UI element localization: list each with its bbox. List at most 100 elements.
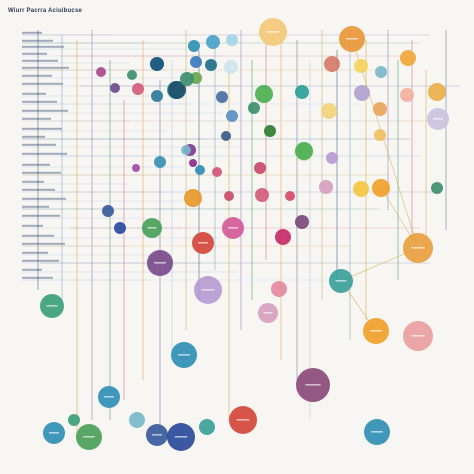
node-circle-n34 [226,110,238,122]
node-circle-n13 [375,66,387,78]
row-label-mark [22,224,43,227]
node-label-mark [411,247,425,249]
node-circle-n32 [353,181,369,197]
node-circle-n22 [400,88,414,102]
row-label-mark [22,152,67,155]
node-circle-n6 [190,56,202,68]
node-circle-n80 [224,191,234,201]
node-label-mark [46,305,58,307]
node-circle-n19 [255,85,273,103]
node-label-mark [104,396,114,398]
row-label-mark [22,31,42,34]
node-circle-n11 [324,56,340,72]
node-circle-n4 [206,35,220,49]
node-circle-n3 [188,40,200,52]
row-label-mark [22,188,55,191]
node-circle-n50 [295,215,309,229]
node-circle-n33 [374,129,386,141]
row-label-mark [22,39,53,42]
node-circle-n83 [180,72,194,86]
row-label-mark [22,163,50,166]
node-circle-n15 [127,70,137,80]
node-label-mark [147,227,157,229]
node-circle-n81 [255,188,269,202]
node-label-mark [83,436,95,438]
row-label-mark [22,251,48,254]
node-circle-n18 [168,81,186,99]
node-label-mark [263,312,273,314]
node-circle-n46 [431,182,443,194]
row-label-mark [22,180,44,183]
node-circle-n14 [96,67,106,77]
node-label-mark [305,384,321,386]
node-label-mark [411,335,425,337]
node-label-mark [370,330,382,332]
node-circle-n47 [184,189,202,207]
row-label-mark [22,66,69,69]
node-circle-n21 [354,85,370,101]
row-label-mark [22,268,42,271]
node-label-mark [335,280,347,282]
node-circle-n10 [400,50,416,66]
node-circle-n5 [226,34,238,46]
row-label-mark [22,214,60,217]
node-label-mark [266,31,280,33]
node-circle-n49 [275,229,291,245]
row-label-mark [22,259,59,262]
node-circle-n71 [129,412,145,428]
row-label-mark [22,59,58,62]
node-circle-n55 [102,205,114,217]
node-label-mark [228,227,238,229]
row-label-mark [22,127,62,130]
node-label-mark [154,262,166,264]
node-circle-n35 [221,131,231,141]
node-label-mark [174,436,188,438]
node-label-mark [236,419,250,421]
node-circle-n8 [205,59,217,71]
node-circle-n51 [154,156,166,168]
node-circle-n45 [372,179,390,197]
node-circle-n52 [181,145,191,155]
row-label-mark [22,109,68,112]
row-label-mark [22,171,61,174]
node-label-mark [346,38,358,40]
node-circle-n39 [189,159,197,167]
row-label-mark [22,197,66,200]
node-label-mark [201,289,215,291]
node-circle-n73 [68,414,80,426]
node-circle-n82 [151,90,163,102]
node-circle-n7 [150,57,164,71]
row-label-mark [22,205,49,208]
node-label-mark [198,242,208,244]
diagram-title: Wiurr Pacrra Aciuibucse [8,8,83,14]
node-circle-n41 [285,191,295,201]
node-circle-n44 [319,180,333,194]
node-label-mark [49,432,59,434]
node-circle-n36 [254,162,266,174]
node-circle-n56 [114,222,126,234]
node-circle-n9 [224,60,238,74]
row-label-mark [22,82,63,85]
node-label-mark [433,118,443,120]
node-circles [40,18,449,451]
connector-diagonal [351,38,419,249]
node-circle-n31 [264,125,276,137]
node-circle-n25 [321,103,337,119]
row-label-mark [22,74,52,77]
connector-lines [22,30,460,440]
node-circle-n40 [132,164,140,172]
node-circle-n29 [132,83,144,95]
node-label-mark [152,434,162,436]
row-label-mark [22,135,45,138]
node-circle-n66 [271,281,287,297]
node-circle-n20 [428,83,446,101]
node-circle-n77 [199,419,215,435]
node-circle-n37 [212,167,222,177]
node-circle-n53 [195,165,205,175]
node-label-mark [178,354,190,356]
row-label-mark [22,92,46,95]
row-label-mark [22,100,57,103]
node-circle-n79 [295,142,313,160]
